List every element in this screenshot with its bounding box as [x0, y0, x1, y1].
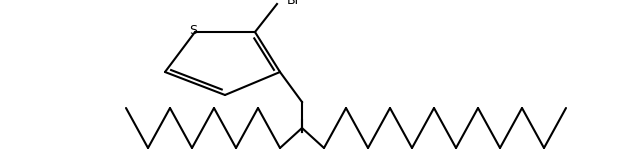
- Text: Br: Br: [287, 0, 301, 7]
- Text: S: S: [189, 24, 197, 37]
